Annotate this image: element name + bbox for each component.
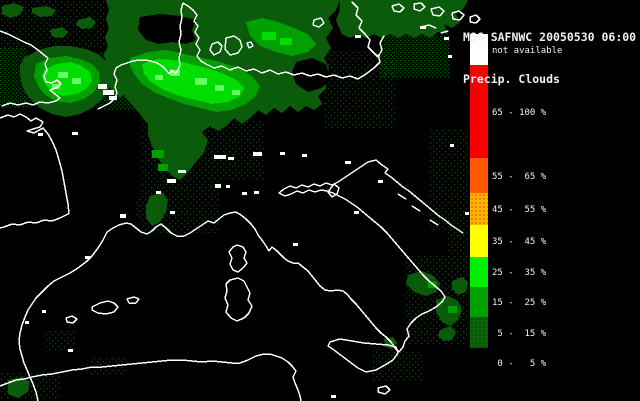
- legend-color-block: [470, 34, 488, 65]
- legend-label: 0 - 5 %: [492, 359, 547, 369]
- legend-label: 35 - 45 %: [492, 237, 547, 247]
- legend-label: 65 - 100 %: [492, 108, 547, 118]
- legend-label: 15 - 25 %: [492, 298, 547, 308]
- legend-color-block: [470, 65, 488, 158]
- product-title-line2: Precip. Clouds: [463, 72, 560, 86]
- legend-color-block: [470, 317, 488, 348]
- product-title-line1: MSG SAFNWC 20050530 06:00: [463, 30, 637, 44]
- legend-color-block: [470, 158, 488, 193]
- legend-color-block: [470, 225, 488, 257]
- legend-label: 55 - 65 %: [492, 172, 547, 182]
- legend-label: 25 - 35 %: [492, 268, 547, 278]
- legend-label: 5 - 15 %: [492, 329, 547, 339]
- cloud-na-specks: [25, 26, 469, 398]
- product-title: MSG SAFNWC 20050530 06:00 Precip. Clouds: [463, 2, 636, 114]
- legend-color-block: [470, 257, 488, 287]
- legend-color-block: [470, 348, 488, 378]
- legend-color-block: [470, 193, 488, 225]
- legend-label: not available: [492, 46, 563, 56]
- legend-color-block: [470, 287, 488, 317]
- legend-label: 45 - 55 %: [492, 205, 547, 215]
- coastlines: [0, 1, 481, 401]
